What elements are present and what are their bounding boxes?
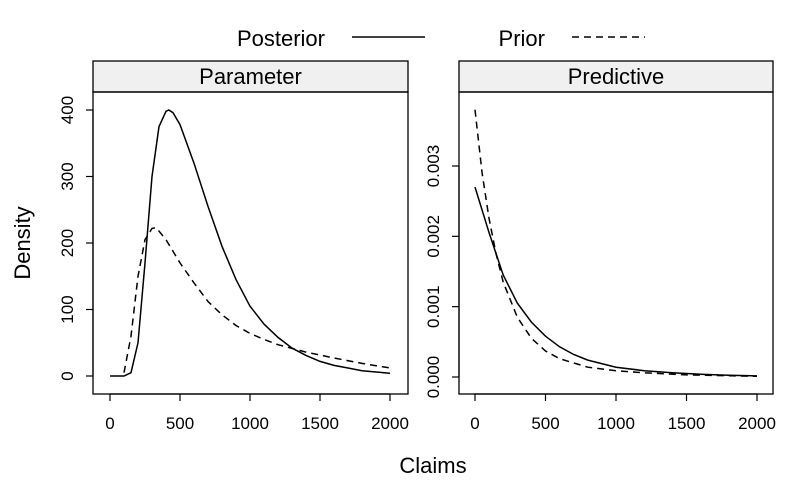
x-axis: 0 500 1000 1500 2000: [470, 393, 776, 433]
legend-item-posterior: Posterior: [237, 26, 425, 51]
y-tick-label: 100: [58, 295, 77, 323]
legend-label: Prior: [499, 26, 545, 51]
legend-item-prior: Prior: [499, 26, 645, 51]
legend: Posterior Prior: [237, 26, 645, 51]
x-tick-label: 1000: [597, 414, 635, 433]
plot-area: [458, 91, 774, 395]
y-tick-label: 0.003: [424, 145, 443, 188]
x-tick-label: 2000: [738, 414, 776, 433]
panel-title: Parameter: [199, 64, 302, 89]
x-axis: 0 500 1000 1500 2000: [105, 393, 409, 433]
strip-header: [92, 60, 409, 93]
y-tick-label: 200: [58, 229, 77, 257]
plot-area: [92, 91, 409, 395]
legend-label: Posterior: [237, 26, 325, 51]
x-tick-label: 500: [531, 414, 559, 433]
series-line-posterior: [110, 109, 391, 377]
y-axis: 0 100 200 300 400: [58, 96, 94, 381]
y-tick-label: 0.001: [424, 285, 443, 328]
series-line-prior: [474, 109, 758, 378]
x-tick-label: 1000: [231, 414, 269, 433]
y-axis: 0.000 0.001 0.002 0.003: [424, 145, 460, 399]
x-tick-label: 1500: [668, 414, 706, 433]
y-tick-label: 0.002: [424, 215, 443, 258]
x-tick-label: 1500: [301, 414, 339, 433]
y-tick-label: 0.000: [424, 356, 443, 399]
x-tick-label: 0: [470, 414, 479, 433]
series-line-posterior: [474, 186, 758, 377]
series-line-prior: [123, 226, 391, 373]
x-tick-label: 0: [105, 414, 114, 433]
x-axis-title: Claims: [399, 453, 466, 478]
x-tick-label: 2000: [371, 414, 409, 433]
y-tick-label: 400: [58, 96, 77, 124]
y-tick-label: 0: [58, 371, 77, 380]
y-axis-title: Density: [10, 206, 35, 279]
panel-parameter: Parameter 0 500 1000 1500 2000 0 100 200 300 400: [58, 60, 409, 433]
panel-title: Predictive: [568, 64, 665, 89]
y-tick-label: 300: [58, 162, 77, 190]
strip-header: [458, 60, 774, 93]
x-tick-label: 500: [166, 414, 194, 433]
